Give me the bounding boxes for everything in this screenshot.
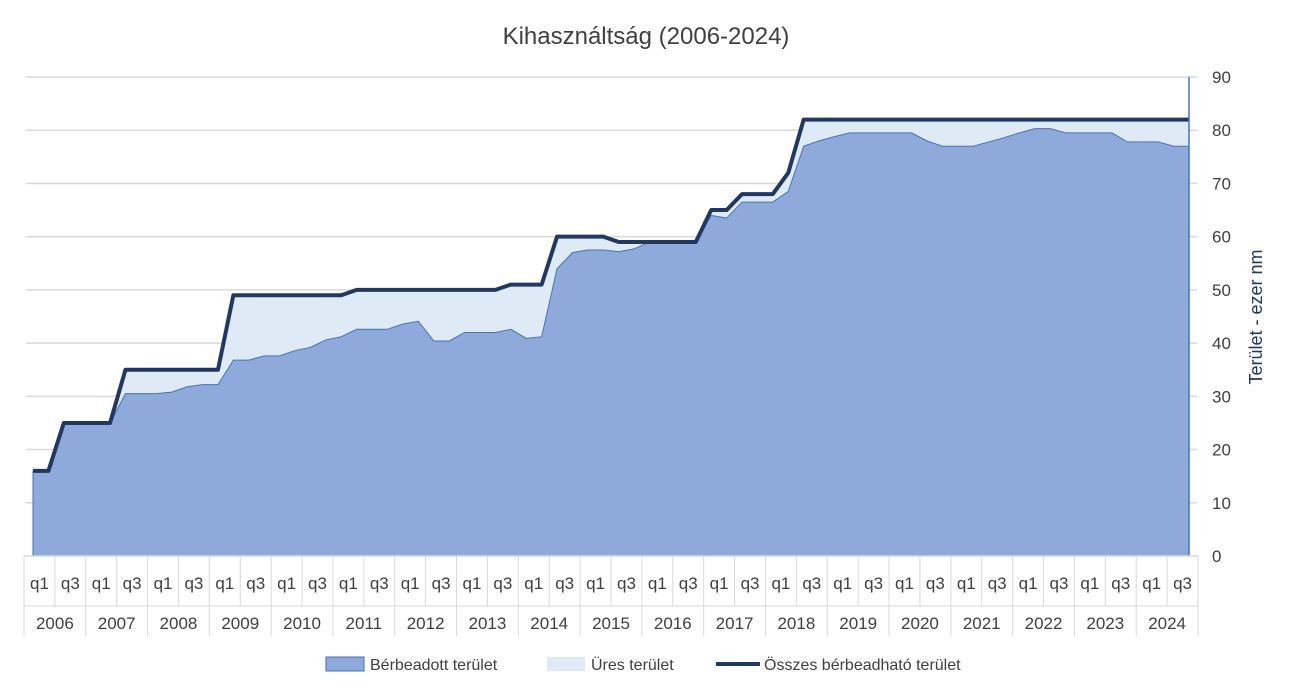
x-tick-quarter: q1	[92, 574, 111, 593]
x-tick-quarter: q3	[370, 574, 389, 593]
x-tick-quarter: q1	[401, 574, 420, 593]
x-tick-quarter: q1	[833, 574, 852, 593]
x-tick-quarter: q3	[1050, 574, 1069, 593]
x-tick-year: 2014	[530, 614, 568, 633]
chart-title: Kihasználtság (2006-2024)	[503, 23, 790, 50]
x-tick-quarter: q3	[123, 574, 142, 593]
x-tick-quarter: q3	[308, 574, 327, 593]
x-tick-quarter: q3	[802, 574, 821, 593]
x-tick-quarter: q1	[648, 574, 667, 593]
x-tick-year: 2013	[469, 614, 507, 633]
x-tick-quarter: q3	[246, 574, 265, 593]
x-tick-quarter: q1	[524, 574, 543, 593]
x-tick-quarter: q3	[679, 574, 698, 593]
x-tick-quarter: q3	[61, 574, 80, 593]
x-tick-year: 2009	[221, 614, 259, 633]
x-tick-quarter: q1	[215, 574, 234, 593]
x-tick-quarter: q1	[463, 574, 482, 593]
x-tick-quarter: q1	[339, 574, 358, 593]
legend-label-osszes: Összes bérbeadható terület	[764, 656, 961, 674]
legend-label-ures: Üres terület	[591, 656, 674, 674]
series-area-berbeadott-terulet	[32, 128, 1190, 557]
x-tick-year: 2007	[98, 614, 136, 633]
y-axis: 0 10 20 30 40 50 60 70 80 90	[1188, 68, 1231, 566]
x-tick-quarter: q1	[895, 574, 914, 593]
x-tick-year: 2012	[407, 614, 445, 633]
legend-swatch-ures	[547, 657, 585, 671]
y-tick-label: 10	[1212, 494, 1231, 513]
x-tick-quarter: q1	[1142, 574, 1161, 593]
x-tick-quarter: q3	[555, 574, 574, 593]
y-tick-label: 60	[1212, 228, 1231, 247]
x-tick-quarter: q3	[432, 574, 451, 593]
x-tick-quarter: q3	[493, 574, 512, 593]
x-tick-year: 2015	[592, 614, 630, 633]
x-tick-quarter: q1	[277, 574, 296, 593]
x-tick-year: 2022	[1025, 614, 1063, 633]
x-tick-quarter: q3	[617, 574, 636, 593]
x-tick-quarter: q1	[957, 574, 976, 593]
x-tick-quarter: q1	[1019, 574, 1038, 593]
x-axis: q1 q3 2006 q1 q3 2007 q1 q3 2008 q1 q3 2009 q1 q3 2010…	[23, 555, 1199, 636]
x-tick-quarter: q3	[988, 574, 1007, 593]
y-axis-label: Terület - ezer nm	[1246, 249, 1266, 384]
x-tick-year: 2011	[346, 614, 383, 633]
y-tick-label: 50	[1212, 281, 1231, 300]
x-tick-quarter: q3	[1111, 574, 1130, 593]
plot-lines	[33, 117, 1189, 473]
legend-label-berbeadott: Bérbeadott terület	[370, 657, 498, 674]
legend-swatch-berbeadott	[325, 656, 365, 672]
x-tick-quarter: q1	[1080, 574, 1099, 593]
y-tick-label: 90	[1212, 68, 1231, 87]
x-tick-quarter: q1	[710, 574, 729, 593]
x-tick-quarter: q3	[184, 574, 203, 593]
y-tick-label: 80	[1212, 121, 1231, 140]
x-tick-year: 2008	[160, 614, 198, 633]
x-tick-year: 2019	[839, 614, 877, 633]
y-tick-label: 0	[1212, 547, 1221, 566]
series-line-osszes-berbeadhato-terulet	[33, 117, 1189, 473]
y-tick-label: 20	[1212, 441, 1231, 460]
x-tick-year: 2010	[283, 614, 321, 633]
x-tick-year: 2023	[1086, 614, 1124, 633]
x-tick-quarter: q3	[1173, 574, 1192, 593]
x-tick-year: 2021	[963, 614, 1001, 633]
x-tick-quarter: q1	[586, 574, 605, 593]
x-tick-quarter: q3	[864, 574, 883, 593]
x-tick-quarter: q3	[926, 574, 945, 593]
x-tick-year: 2018	[777, 614, 815, 633]
y-tick-label: 30	[1212, 387, 1231, 406]
x-tick-year: 2006	[36, 614, 74, 633]
legend: Bérbeadott terület Üres terület Összes bér…	[325, 656, 961, 674]
x-tick-year: 2017	[716, 614, 754, 633]
x-tick-year: 2016	[654, 614, 692, 633]
y-tick-label: 70	[1212, 174, 1231, 193]
x-tick-year: 2024	[1148, 614, 1186, 633]
x-tick-year: 2020	[901, 614, 939, 633]
x-tick-quarter: q1	[154, 574, 173, 593]
plot-areas	[32, 119, 1190, 557]
x-tick-quarter: q1	[30, 574, 49, 593]
x-tick-quarter: q1	[771, 574, 790, 593]
y-tick-label: 40	[1212, 334, 1231, 353]
x-tick-quarter: q3	[741, 574, 760, 593]
